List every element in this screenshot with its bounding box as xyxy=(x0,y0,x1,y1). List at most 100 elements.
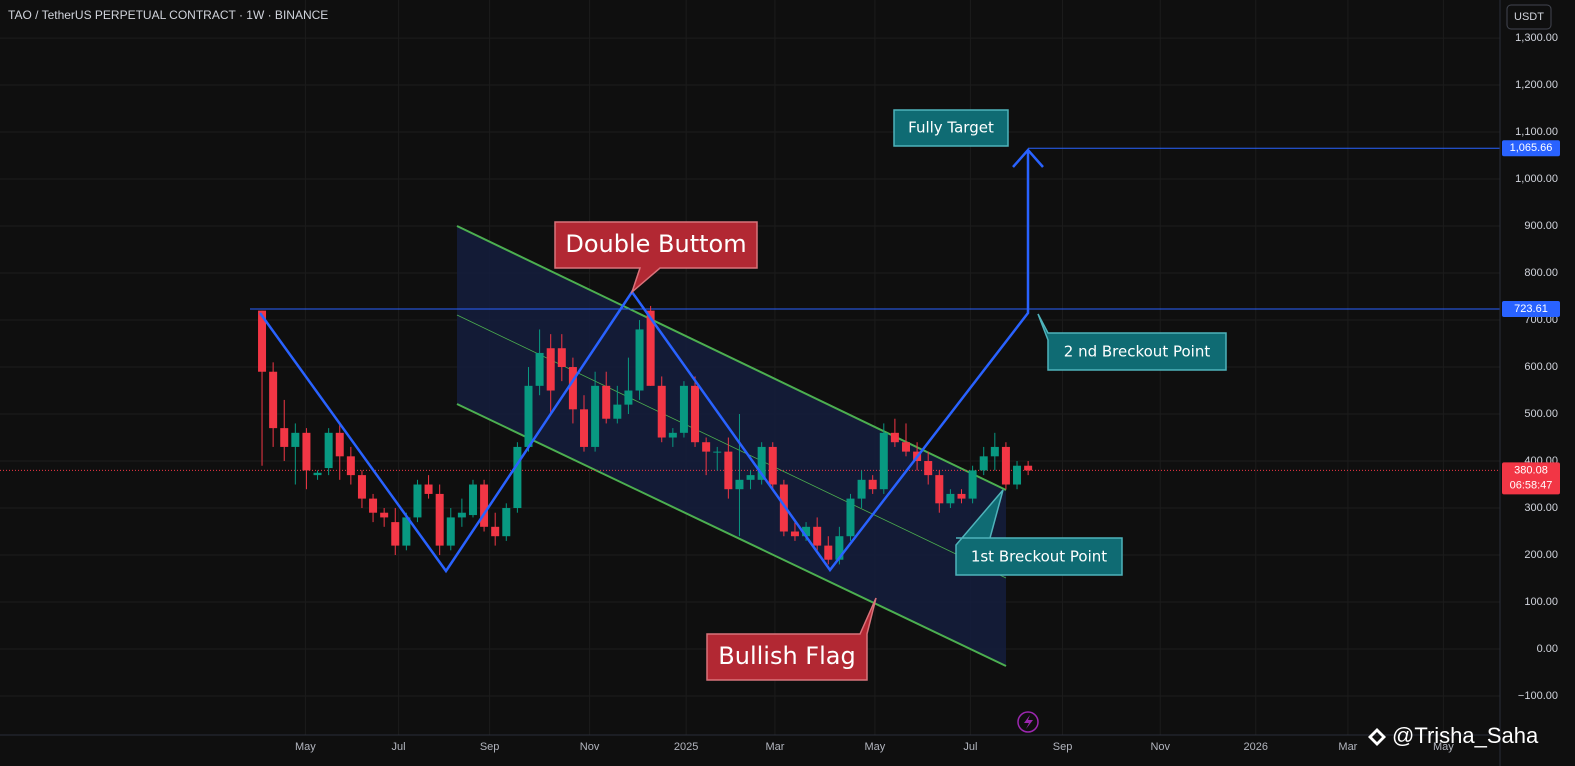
price-labels: 1,065.66 723.61 380.08 06:58:47 xyxy=(1502,140,1560,495)
x-axis: May Jul Sep Nov 2025 Mar May Jul Sep Nov 2026 Mar Ma… xyxy=(295,741,1454,753)
candle-body xyxy=(735,479,744,490)
alert-icon-bolt xyxy=(1024,715,1033,729)
chart-title: TAO / TetherUS PERPETUAL CONTRACT · 1W ·… xyxy=(8,8,328,22)
y-tick-label: 900.00 xyxy=(1524,220,1558,232)
currency[interactable]: USDT xyxy=(1514,11,1544,23)
callout-box xyxy=(706,597,877,681)
candle-body xyxy=(746,475,755,480)
x-tick-label: Sep xyxy=(480,741,500,753)
y-tick-label: 1,300.00 xyxy=(1515,32,1558,44)
candle-body xyxy=(802,526,811,537)
candle-body xyxy=(724,451,733,490)
y-tick-label: 200.00 xyxy=(1524,549,1558,561)
candle-body xyxy=(613,404,622,419)
last-price-box xyxy=(1502,462,1560,495)
candle-body xyxy=(413,484,422,518)
flag-channel-fill xyxy=(457,226,1006,666)
candle-body xyxy=(313,472,322,476)
y-tick-label: 300.00 xyxy=(1524,502,1558,514)
candle-body xyxy=(557,348,566,368)
candle-body xyxy=(602,385,611,419)
callout-text: Double Buttom xyxy=(565,230,746,258)
y-tick-label: 1,200.00 xyxy=(1515,79,1558,91)
y-tick-label: 1,100.00 xyxy=(1515,126,1558,138)
candle-body xyxy=(990,446,999,457)
candle-body xyxy=(535,352,544,386)
price-label-box xyxy=(1502,300,1560,317)
candle-body xyxy=(357,475,366,499)
last-price-label: 380.08 xyxy=(1514,464,1548,476)
candle-body xyxy=(890,432,899,443)
candle-body xyxy=(369,498,378,513)
candle-body xyxy=(657,385,666,438)
candle-body xyxy=(702,442,711,452)
x-tick-label: 2026 xyxy=(1243,741,1267,753)
candle-body xyxy=(457,512,466,518)
x-tick-label: Mar xyxy=(1338,741,1357,753)
candle-body xyxy=(924,461,933,476)
candle-body xyxy=(935,475,944,504)
candle-body xyxy=(868,479,877,490)
candle-body xyxy=(846,498,855,537)
candle-body xyxy=(968,470,977,499)
x-tick-label: Nov xyxy=(580,741,600,753)
channel-upper xyxy=(456,225,1007,491)
x-tick-label: Nov xyxy=(1150,741,1170,753)
candle-body xyxy=(946,493,955,504)
watermark-logo xyxy=(1368,728,1386,746)
arrow-head xyxy=(1012,148,1044,168)
callout: Fully Target xyxy=(893,109,1009,147)
candle-body xyxy=(524,385,533,447)
price-lines xyxy=(0,147,1500,471)
watermark: @Trisha_Saha xyxy=(1392,723,1539,748)
x-tick-label: May xyxy=(295,741,316,753)
callout-text: 2 nd Breckout Point xyxy=(1064,343,1211,361)
candle-body xyxy=(790,531,799,537)
x-tick-label: Jul xyxy=(963,741,977,753)
price-label-box xyxy=(1502,140,1560,157)
candle-body xyxy=(446,517,455,546)
candle-body xyxy=(269,371,278,429)
candle-body xyxy=(280,428,289,447)
candle-body xyxy=(546,348,555,391)
callout-text: Fully Target xyxy=(908,119,994,137)
countdown: 06:58:47 xyxy=(1510,479,1553,491)
candle-body xyxy=(624,390,633,405)
y-tick-label: 700.00 xyxy=(1524,314,1558,326)
currency-box[interactable] xyxy=(1506,4,1552,30)
callout: 1st Breckout Point xyxy=(955,489,1123,576)
y-tick-label: 0.00 xyxy=(1537,643,1558,655)
candle-body xyxy=(857,479,866,499)
candle-body xyxy=(391,522,400,546)
x-tick-label: May xyxy=(865,741,886,753)
candle-body xyxy=(646,310,655,386)
callout-box xyxy=(1037,313,1227,371)
price-label: 723.61 xyxy=(1514,303,1548,315)
x-tick-label: Mar xyxy=(766,741,785,753)
candle-body xyxy=(957,493,966,499)
candle-body xyxy=(580,409,589,447)
candle-body xyxy=(768,446,777,485)
candle-body xyxy=(691,385,700,443)
y-tick-label: 800.00 xyxy=(1524,267,1558,279)
candle-body xyxy=(813,526,822,546)
candle-body xyxy=(779,484,788,532)
y-tick-label: −100.00 xyxy=(1518,690,1558,702)
x-tick-label: Jul xyxy=(392,741,406,753)
candle-body xyxy=(435,493,444,546)
candle-body xyxy=(1001,446,1010,485)
candle-body xyxy=(513,446,522,509)
candles xyxy=(258,305,1033,565)
alert-icon[interactable] xyxy=(1017,711,1039,733)
candle-body xyxy=(424,484,433,494)
x-tick-label: Sep xyxy=(1053,741,1073,753)
candle-body xyxy=(335,432,344,457)
callout-box xyxy=(893,109,1009,147)
candle-body xyxy=(291,432,300,447)
candle-body xyxy=(302,432,311,471)
candle-body xyxy=(568,367,577,410)
candle-body xyxy=(346,456,355,476)
y-tick-label: 500.00 xyxy=(1524,408,1558,420)
x-tick-label: 2025 xyxy=(674,741,698,753)
candle-body xyxy=(835,536,844,560)
